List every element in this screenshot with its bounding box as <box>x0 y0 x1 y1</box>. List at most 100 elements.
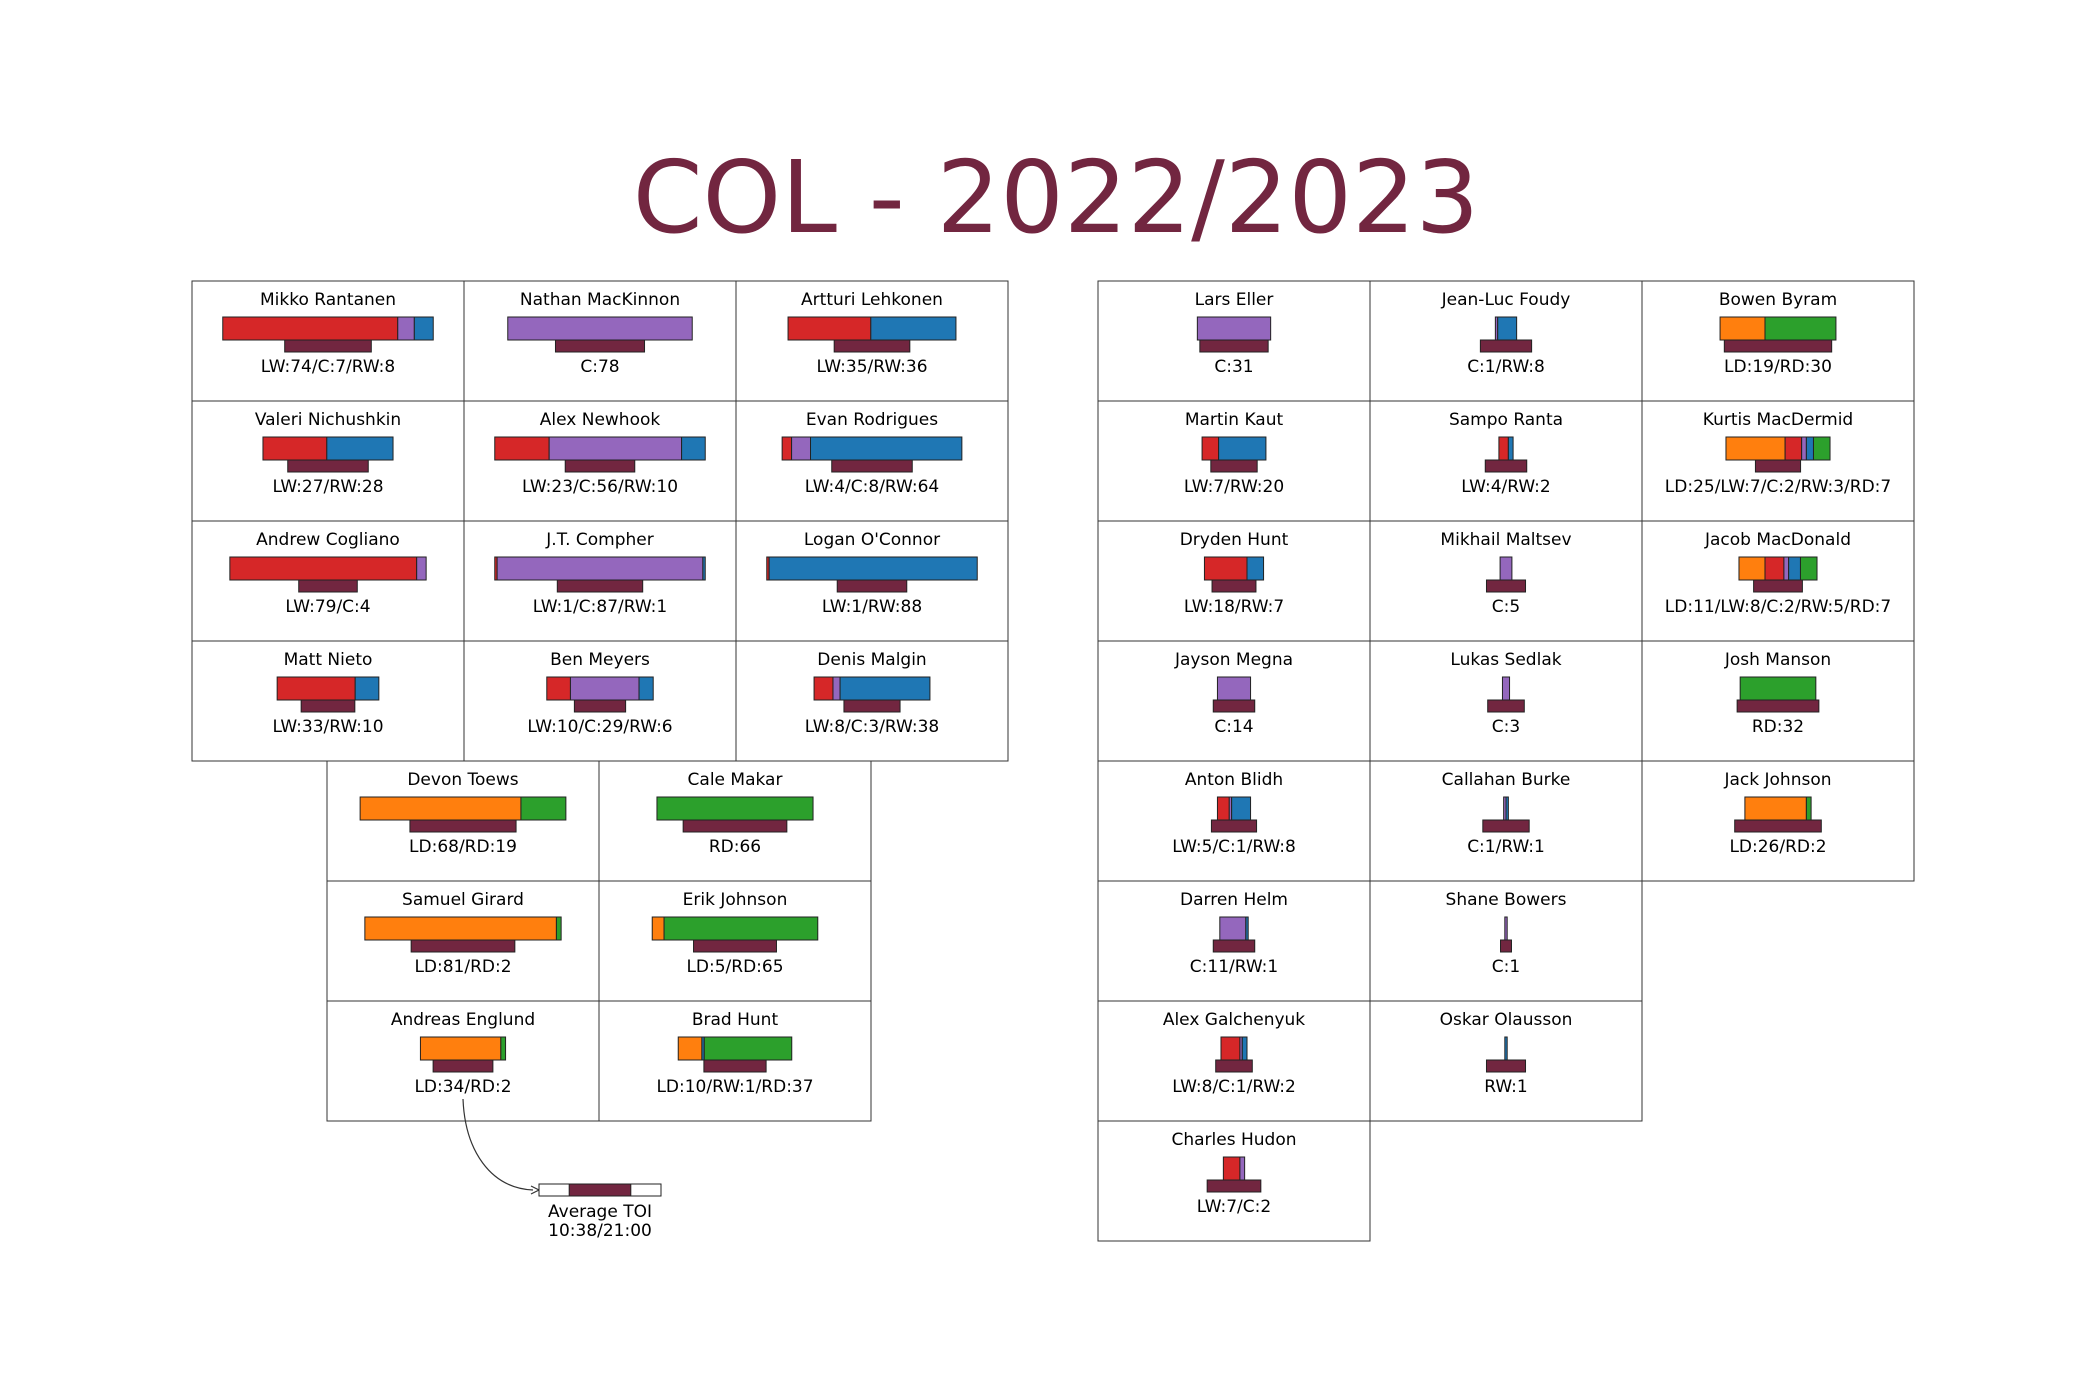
games-segment-rw <box>1231 796 1252 821</box>
player-name: Nathan MacKinnon <box>520 290 680 310</box>
games-segment-lw <box>1222 1156 1241 1181</box>
toi-bar <box>1199 339 1269 353</box>
games-segment-c <box>1801 436 1807 461</box>
games-label: C:3 <box>1492 717 1520 737</box>
player-cell-valeri-nichushkin: Valeri Nichushkin LW:27/RW:28 <box>191 400 465 522</box>
games-label: LW:18/RW:7 <box>1184 597 1284 617</box>
legend-arrow <box>462 1098 534 1191</box>
games-label: LW:7/RW:20 <box>1184 477 1284 497</box>
toi-bar <box>1736 699 1820 713</box>
player-name: Jean-Luc Foudy <box>1441 290 1571 310</box>
player-name: Cale Makar <box>688 770 783 790</box>
games-label: LD:81/RD:2 <box>414 957 511 977</box>
player-cell-logan-o-connor: Logan O'Connor LW:1/RW:88 <box>735 520 1009 642</box>
player-name: Brad Hunt <box>692 1010 779 1030</box>
player-cell-jacob-macdonald: Jacob MacDonald LD:11/LW:8/C:2/RW:5/RD:7 <box>1641 520 1915 642</box>
games-segment-lw <box>1203 556 1248 581</box>
player-cell-sampo-ranta: Sampo Ranta LW:4/RW:2 <box>1369 400 1643 522</box>
games-label: LW:8/C:3/RW:38 <box>805 717 939 737</box>
player-name: Evan Rodrigues <box>806 410 938 430</box>
player-cell-shane-bowers: Shane Bowers C:1 <box>1369 880 1643 1002</box>
games-segment-c <box>569 676 640 701</box>
player-name: Kurtis MacDermid <box>1703 410 1853 430</box>
player-name: Darren Helm <box>1180 890 1288 910</box>
games-segment-c <box>791 436 812 461</box>
toi-bar <box>409 819 517 833</box>
player-cell-anton-blidh: Anton Blidh LW:5/C:1/RW:8 <box>1097 760 1371 882</box>
games-segment-rw <box>1504 1036 1508 1061</box>
toi-bar <box>284 339 372 353</box>
games-label: LD:11/LW:8/C:2/RW:5/RD:7 <box>1665 597 1891 617</box>
games-segment-c <box>507 316 693 341</box>
games-segment-lw <box>229 556 418 581</box>
toi-bar <box>1754 459 1802 473</box>
games-segment-lw <box>222 316 399 341</box>
player-cell-cale-makar: Cale Makar RD:66 <box>598 760 872 882</box>
toi-bar <box>1210 819 1258 833</box>
games-segment-rd <box>555 916 562 941</box>
games-segment-rd <box>663 916 819 941</box>
games-label: LW:1/RW:88 <box>822 597 922 617</box>
games-segment-lw <box>1498 436 1509 461</box>
player-name: Jack Johnson <box>1723 770 1831 790</box>
games-label: LW:4/C:8/RW:64 <box>805 477 939 497</box>
games-segment-lw <box>276 676 356 701</box>
toi-bar <box>1487 699 1525 713</box>
player-name: Jayson Megna <box>1174 650 1293 670</box>
games-segment-ld <box>1725 436 1786 461</box>
games-segment-rw <box>870 316 957 341</box>
toi-bar <box>1485 1059 1527 1073</box>
games-segment-ld <box>419 1036 502 1061</box>
games-segment-rw <box>810 436 963 461</box>
games-segment-lw <box>813 676 834 701</box>
player-cell-mikhail-maltsev: Mikhail Maltsev C:5 <box>1369 520 1643 642</box>
games-segment-lw <box>1201 436 1220 461</box>
games-segment-rd <box>1739 676 1817 701</box>
player-cell-brad-hunt: Brad Hunt LD:10/RW:1/RD:37 <box>598 1000 872 1122</box>
games-segment-rd <box>656 796 814 821</box>
games-segment-lw <box>1220 1036 1241 1061</box>
toi-bar <box>1210 459 1258 473</box>
player-cell-callahan-burke: Callahan Burke C:1/RW:1 <box>1369 760 1643 882</box>
player-cell-lukas-sedlak: Lukas Sedlak C:3 <box>1369 640 1643 762</box>
games-segment-rd <box>1812 436 1831 461</box>
player-cell-lars-eller: Lars Eller C:31 <box>1097 280 1371 402</box>
player-cell-martin-kaut: Martin Kaut LW:7/RW:20 <box>1097 400 1371 522</box>
toi-bar <box>693 939 777 953</box>
toi-bar <box>556 579 644 593</box>
games-segment-c <box>832 676 841 701</box>
chart-title: COL - 2022/2023 <box>633 139 1480 256</box>
games-segment-c <box>548 436 683 461</box>
games-label: C:11/RW:1 <box>1190 957 1278 977</box>
legend-label: Average TOI <box>548 1202 652 1222</box>
player-name: Andreas Englund <box>391 1010 535 1030</box>
games-segment-rw <box>1788 556 1801 581</box>
games-label: LD:26/RD:2 <box>1729 837 1826 857</box>
player-cell-devon-toews: Devon Toews LD:68/RD:19 <box>326 760 600 882</box>
player-name: Anton Blidh <box>1185 770 1283 790</box>
games-segment-rw <box>1246 556 1265 581</box>
player-name: Jacob MacDonald <box>1704 530 1851 550</box>
games-segment-c <box>496 556 704 581</box>
games-segment-lw <box>262 436 328 461</box>
player-cell-erik-johnson: Erik Johnson LD:5/RD:65 <box>598 880 872 1002</box>
player-cell-jean-luc-foudy: Jean-Luc Foudy C:1/RW:8 <box>1369 280 1643 402</box>
games-segment-rw <box>1505 796 1509 821</box>
player-name: Artturi Lehkonen <box>801 290 943 310</box>
games-label: C:1/RW:8 <box>1467 357 1545 377</box>
games-segment-c <box>1499 556 1513 581</box>
games-label: C:14 <box>1214 717 1253 737</box>
toi-bar <box>1215 1059 1253 1073</box>
games-segment-ld <box>1719 316 1766 341</box>
player-name: Alex Galchenyuk <box>1163 1010 1305 1030</box>
player-name: Andrew Cogliano <box>256 530 400 550</box>
player-name: Bowen Byram <box>1719 290 1837 310</box>
player-name: Lars Eller <box>1195 290 1274 310</box>
player-cell-darren-helm: Darren Helm C:11/RW:1 <box>1097 880 1371 1002</box>
player-name: Ben Meyers <box>550 650 650 670</box>
games-label: LW:27/RW:28 <box>272 477 383 497</box>
toi-bar <box>1479 339 1533 353</box>
player-name: Lukas Sedlak <box>1450 650 1561 670</box>
